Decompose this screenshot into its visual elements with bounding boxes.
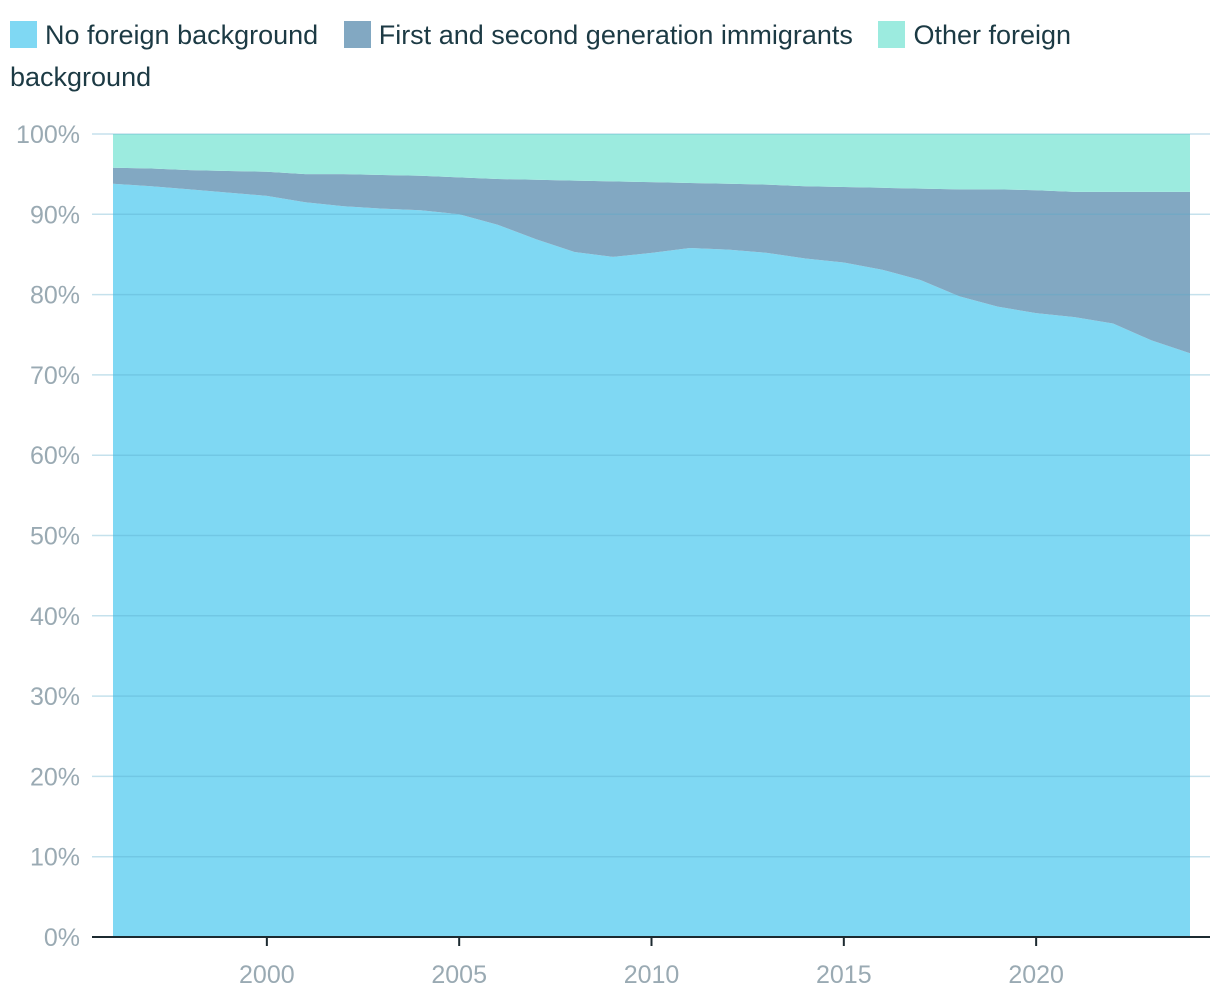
y-tick-label-60: 60% — [30, 442, 80, 470]
legend-swatch-immigrants — [343, 21, 371, 48]
legend-label-no-foreign-background: No foreign background — [45, 20, 319, 50]
area-first-and-second-generation-immigrants — [113, 167, 1190, 354]
grid-lines — [92, 133, 1210, 858]
legend: No foreign background First and second g… — [10, 14, 1110, 98]
legend-item-immigrants[interactable]: First and second generation immigrants — [343, 20, 853, 50]
x-tick-label-2000: 2000 — [239, 961, 295, 989]
y-tick-label-30: 30% — [30, 683, 80, 711]
x-tick-label-2015: 2015 — [816, 961, 872, 989]
y-tick-label-90: 90% — [30, 201, 80, 229]
y-tick-label-70: 70% — [30, 362, 80, 390]
y-tick-label-20: 20% — [30, 763, 80, 791]
legend-swatch-no-foreign-background — [10, 21, 37, 48]
legend-item-no-foreign-background[interactable]: No foreign background — [10, 20, 318, 50]
legend-label-immigrants: First and second generation immigrants — [378, 20, 853, 50]
area-other-foreign-background — [113, 134, 1190, 192]
y-tick-label-50: 50% — [30, 523, 80, 551]
y-tick-label-10: 10% — [30, 844, 80, 872]
areas — [113, 134, 1190, 938]
legend-item-other-foreign-background[interactable]: Other foreign background — [10, 20, 1071, 92]
y-tick-label-100: 100% — [16, 121, 80, 149]
area-no-foreign-background — [113, 183, 1190, 938]
x-tick-label-2010: 2010 — [624, 961, 680, 989]
y-tick-label-0: 0% — [44, 924, 80, 952]
y-tick-label-80: 80% — [30, 282, 80, 310]
x-tick-label-2005: 2005 — [431, 961, 487, 989]
y-tick-label-40: 40% — [30, 603, 80, 631]
legend-swatch-other-foreign-background — [878, 21, 906, 48]
legend-label-other-foreign-background: Other foreign background — [10, 20, 1072, 92]
axes: 0% 10% 20% 30% 40% 50% 60% 70% 80% 90% 100% 2000 200… — [16, 121, 1210, 989]
x-tick-label-2020: 2020 — [1008, 961, 1064, 989]
